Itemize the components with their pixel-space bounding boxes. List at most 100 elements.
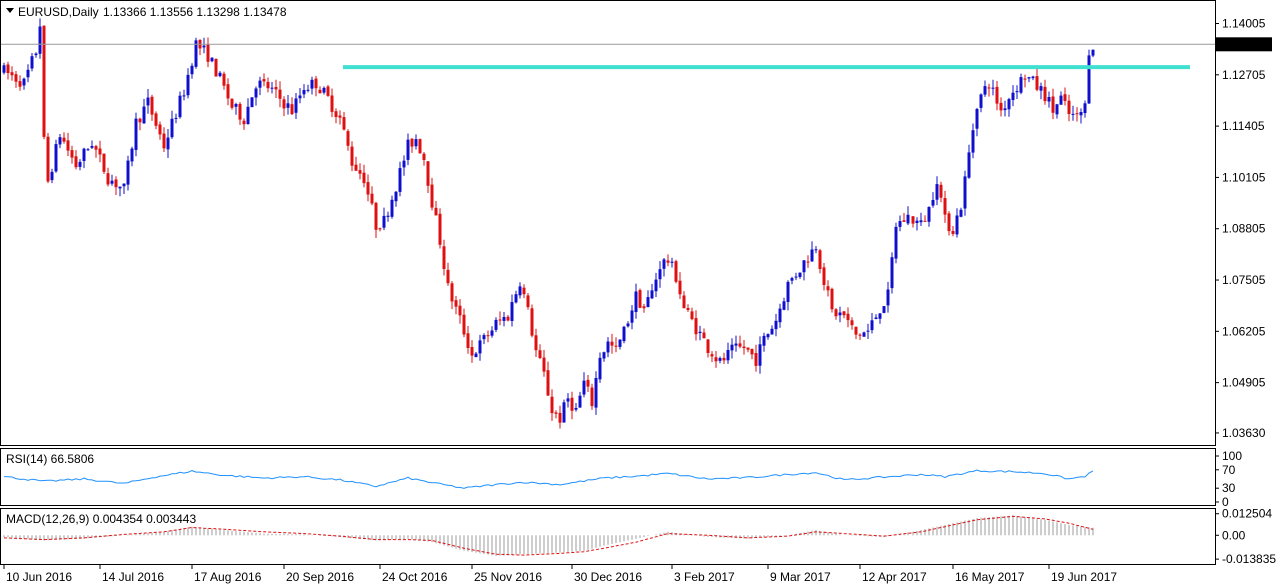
candle-body [154, 113, 158, 126]
candle-body [778, 308, 782, 323]
candle-body [890, 257, 894, 289]
candle-body [935, 184, 939, 200]
candle-body [642, 306, 646, 309]
candle-body [386, 215, 390, 217]
candle-body [82, 148, 86, 161]
candle-body [650, 290, 654, 299]
price-tick-label: 1.10105 [1222, 170, 1266, 184]
candle-body [26, 69, 30, 78]
candle-body [426, 161, 430, 186]
candle-body [362, 172, 366, 184]
candle-body [1067, 100, 1071, 114]
candle-body [86, 149, 90, 151]
candle-body [674, 261, 678, 282]
candle-body [878, 313, 882, 319]
candle-body [662, 259, 666, 269]
candle-body [78, 161, 82, 167]
candle-body [1055, 104, 1059, 115]
candle-body [554, 412, 558, 414]
candle-body [290, 104, 294, 115]
symbol-label: EURUSD,Daily [18, 5, 99, 19]
candle-body [414, 139, 418, 147]
price-tick-label: 1.08805 [1222, 222, 1266, 236]
candle-body [254, 88, 258, 98]
candle-body [418, 139, 422, 154]
candle-body [6, 64, 10, 73]
candle-body [282, 99, 286, 109]
candle-body [586, 379, 590, 387]
candle-body [450, 283, 454, 302]
price-tick-label: 1.07505 [1222, 273, 1266, 287]
candle-body [326, 86, 330, 96]
candle-body [822, 267, 826, 285]
candle-body [106, 173, 110, 185]
candle-body [979, 94, 983, 108]
candle-body [646, 297, 650, 308]
candle-body [610, 341, 614, 346]
candle-body [602, 352, 606, 359]
candle-body [606, 341, 610, 353]
candle-body [438, 213, 442, 245]
macd-tick-label: 0.012504 [1222, 507, 1272, 521]
candle-body [534, 335, 538, 351]
candle-body [754, 353, 758, 366]
candle-body [1071, 113, 1075, 115]
candle-body [34, 53, 38, 56]
candle-body [406, 139, 410, 160]
candle-body [706, 339, 710, 353]
candle-body [991, 87, 995, 89]
symbol-dropdown-icon[interactable] [6, 8, 14, 13]
candle-body [806, 261, 810, 263]
candle-body [102, 153, 106, 172]
candle-body [866, 330, 870, 332]
candle-body [1087, 55, 1091, 104]
candle-body [398, 168, 402, 192]
candle-body [530, 308, 534, 336]
candle-body [474, 353, 478, 358]
candle-body [818, 250, 822, 269]
price-tick-label: 1.03630 [1222, 426, 1266, 440]
candle-body [1047, 97, 1051, 102]
candle-body [270, 87, 274, 89]
candle-body [74, 156, 78, 168]
candle-body [931, 200, 935, 206]
candle-body [482, 335, 486, 340]
candle-body [886, 289, 890, 306]
candle-body [1007, 99, 1011, 110]
candle-body [678, 280, 682, 295]
candle-body [206, 44, 210, 62]
candle-body [466, 333, 470, 348]
candle-body [54, 144, 58, 172]
rsi-tick-label: 30 [1222, 481, 1236, 495]
candle-body [971, 130, 975, 153]
candle-body [1083, 103, 1087, 114]
candle-body [490, 330, 494, 336]
candle-body [126, 160, 130, 185]
candle-body [234, 104, 238, 107]
macd-tick-label: 0.00 [1222, 528, 1246, 542]
candle-body [498, 319, 502, 321]
price-tick-label: 1.14005 [1222, 17, 1266, 31]
macd-tick-label: -0.013835 [1222, 552, 1276, 566]
date-tick-label: 24 Oct 2016 [382, 570, 448, 584]
candle-body [202, 45, 206, 48]
candle-body [714, 357, 718, 362]
candle-body [170, 118, 174, 138]
candle-body [242, 120, 246, 125]
price-tick-label: 1.06205 [1222, 324, 1266, 338]
candle-body [570, 397, 574, 411]
price-tick-label: 1.12705 [1222, 68, 1266, 82]
rsi-tick-label: 70 [1222, 463, 1236, 477]
candle-body [354, 164, 358, 171]
candle-body [150, 96, 154, 115]
candle-body [158, 124, 162, 135]
candle-body [1011, 92, 1015, 100]
candle-body [1015, 91, 1019, 93]
candle-body [130, 148, 134, 162]
candle-body [394, 191, 398, 202]
candle-body [858, 334, 862, 336]
candle-body [478, 340, 482, 354]
candle-body [955, 215, 959, 235]
candle-body [578, 395, 582, 408]
